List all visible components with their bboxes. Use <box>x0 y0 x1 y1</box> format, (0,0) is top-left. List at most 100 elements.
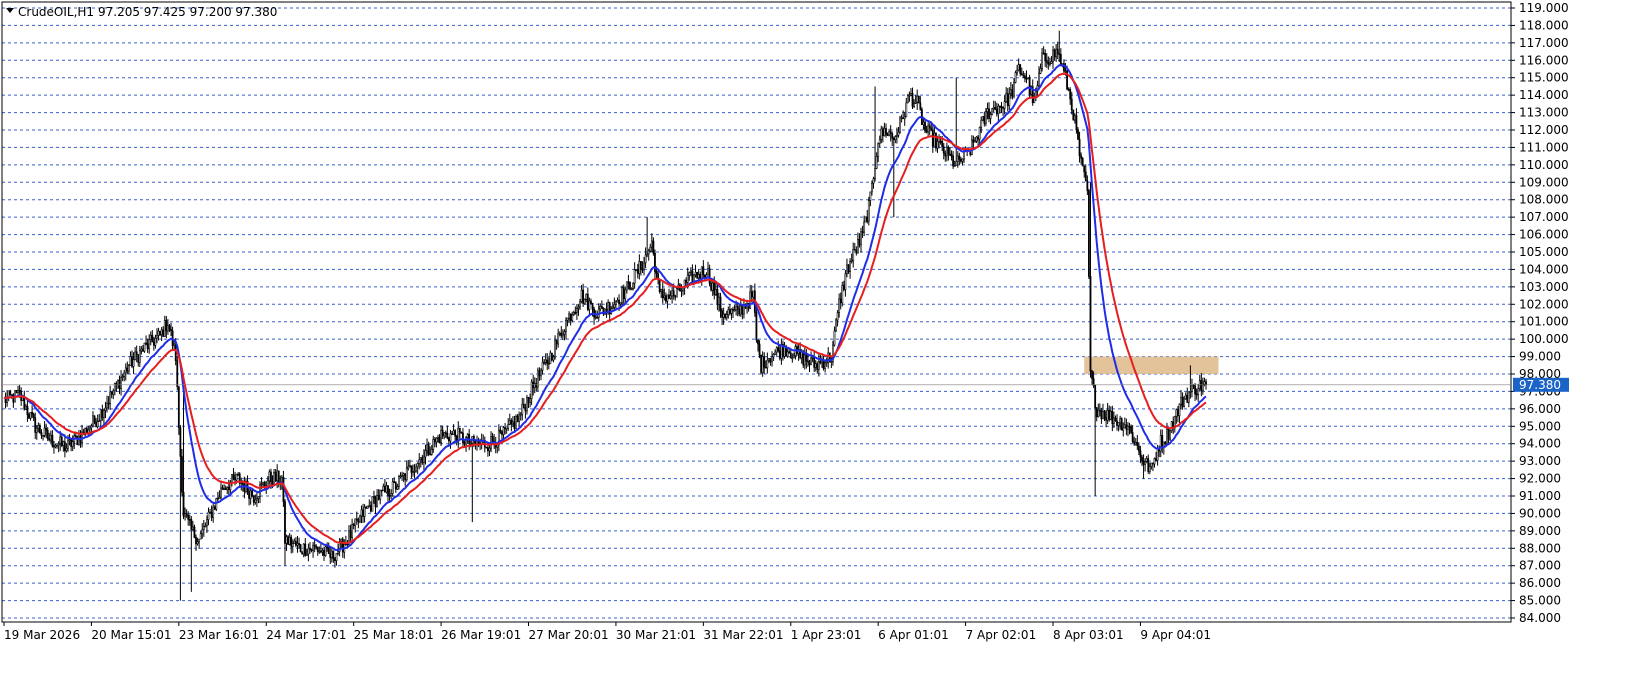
candle-body <box>348 530 350 546</box>
candle-body <box>1053 49 1056 58</box>
candle-body <box>700 266 703 279</box>
candle-body <box>855 249 858 254</box>
candle-body <box>1069 89 1072 100</box>
candle-body <box>413 470 416 473</box>
candle-body <box>560 332 563 337</box>
candle-body <box>499 429 502 433</box>
candle-body <box>377 494 380 500</box>
candle-body <box>1133 441 1136 445</box>
candle-body <box>552 356 555 361</box>
candle-body <box>571 314 574 321</box>
candle-body <box>40 432 43 436</box>
candle-body <box>432 439 435 450</box>
candle-body <box>1088 190 1090 277</box>
candle-body <box>680 290 683 292</box>
candle-body <box>842 285 845 290</box>
candle-body <box>888 131 891 136</box>
candle-body <box>839 298 842 304</box>
candle-body <box>1089 276 1092 372</box>
candle-body <box>521 403 524 415</box>
candle-body <box>421 457 424 464</box>
candle-body <box>1184 394 1187 400</box>
candle-body <box>722 313 725 318</box>
candle-body <box>1191 384 1193 392</box>
candle-body <box>513 421 516 429</box>
candle-body <box>488 447 491 452</box>
candle-body <box>864 216 867 223</box>
candle-body <box>70 439 73 447</box>
candle-body <box>405 467 408 481</box>
candle-body <box>460 431 463 434</box>
y-tick-label: 89.000 <box>1519 524 1561 538</box>
candle-body <box>340 538 343 542</box>
candle-body <box>885 128 887 135</box>
candle-body <box>728 309 731 314</box>
candle-body <box>113 383 116 392</box>
candle-body <box>591 302 594 310</box>
x-tick-label: 6 Apr 01:01 <box>878 628 949 642</box>
y-tick-label: 94.000 <box>1519 437 1561 451</box>
candle-body <box>167 325 169 332</box>
candle-body <box>435 437 438 443</box>
y-tick-label: 109.000 <box>1519 175 1569 189</box>
candle-body <box>318 550 321 553</box>
triangle-down-icon[interactable] <box>6 8 14 13</box>
candle-body <box>960 159 962 162</box>
candle-body <box>1153 458 1156 465</box>
candle-body <box>132 359 135 367</box>
candle-body <box>554 340 556 358</box>
candle-body <box>1092 378 1095 386</box>
candle-body <box>299 544 302 553</box>
candle-body <box>226 487 229 490</box>
candle-body <box>255 498 258 501</box>
candle-body <box>31 412 33 415</box>
candle-body <box>1016 69 1019 73</box>
candle-body <box>59 436 62 444</box>
candle-body <box>310 548 313 551</box>
candle-body <box>362 509 364 517</box>
candle-body <box>68 439 71 442</box>
candle-body <box>719 296 722 311</box>
x-tick-label: 27 Mar 20:01 <box>529 628 609 642</box>
candle-body <box>543 361 546 364</box>
candle-body <box>109 391 112 404</box>
candle-body <box>309 548 311 550</box>
candle-body <box>978 126 981 140</box>
x-tick-label: 20 Mar 15:01 <box>91 628 171 642</box>
candle-body <box>900 117 903 120</box>
candle-body <box>1048 63 1051 65</box>
candle-body <box>1159 435 1162 452</box>
candle-body <box>535 383 538 388</box>
candle-body <box>1117 422 1120 426</box>
candle-body <box>616 299 619 303</box>
candle-body <box>355 518 358 521</box>
candle-body <box>778 350 781 359</box>
candle-body <box>366 505 369 509</box>
candle-body <box>725 314 728 318</box>
candle-body <box>911 93 914 107</box>
candle-body <box>1203 381 1206 385</box>
candle-body <box>1070 98 1073 111</box>
candle-body <box>1122 427 1125 431</box>
candle-body <box>1144 461 1147 465</box>
candle-body <box>131 356 133 367</box>
candle-body <box>1075 115 1078 131</box>
candle-body <box>249 490 252 499</box>
candle-body <box>974 140 976 143</box>
candle-body <box>1011 89 1014 97</box>
candle-body <box>838 298 841 313</box>
candle-body <box>1059 53 1062 66</box>
candle-body <box>527 397 530 403</box>
candle-body <box>1077 129 1079 140</box>
candle-body <box>1189 391 1192 393</box>
candle-body <box>519 413 522 416</box>
candle-body <box>472 436 475 442</box>
candle-body <box>518 414 521 422</box>
y-tick-label: 92.000 <box>1519 472 1561 486</box>
candle-body <box>732 308 734 311</box>
candle-body <box>691 270 694 284</box>
candle-body <box>995 109 998 115</box>
candle-body <box>630 288 633 290</box>
candle-body <box>997 105 1000 115</box>
